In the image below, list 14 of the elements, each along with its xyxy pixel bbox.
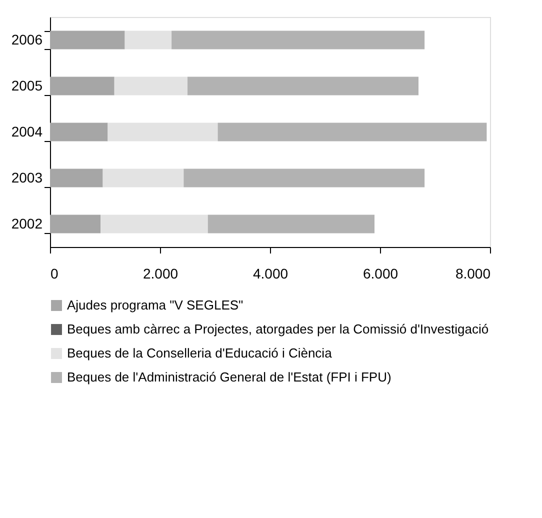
- x-tick-label: 8.000: [455, 266, 491, 282]
- legend-label: Ajudes programa "V SEGLES": [67, 298, 244, 312]
- y-tick-label: 2005: [11, 78, 43, 94]
- legend-label: Beques de l'Administració General de l'Estat (FPI i FPU): [67, 370, 392, 384]
- legend-label: Beques de la Conselleria d'Educació i Ciència: [67, 346, 333, 360]
- y-tick-label: 2002: [11, 216, 43, 232]
- y-tick-label: 2006: [11, 32, 43, 48]
- x-tick-label: 0: [50, 266, 58, 282]
- y-tick-label: 2004: [11, 124, 43, 140]
- x-tick-label: 2.000: [142, 266, 178, 282]
- x-tick-label: 6.000: [362, 266, 398, 282]
- x-tick-label: 4.000: [252, 266, 288, 282]
- legend-label: Beques amb càrrec a Projectes, atorgades per la Comissió d'Investigació: [67, 322, 489, 336]
- y-tick-label: 2003: [11, 170, 43, 186]
